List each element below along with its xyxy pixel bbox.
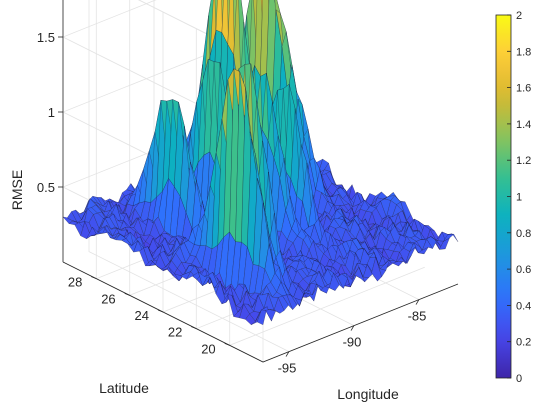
colorbar-tick-label-4: 0.8 — [516, 228, 531, 240]
front-axis-lines — [62, 261, 459, 363]
x-tick-mark-1 — [350, 325, 355, 331]
colorbar-tick-label-1: 0.2 — [516, 337, 531, 349]
colorbar-tick-label-10: 2 — [516, 10, 522, 22]
x-tick-mark-0 — [285, 351, 290, 357]
x-tick-label-2: -85 — [408, 309, 427, 324]
surface-mesh — [62, 0, 459, 326]
colorbar-tick-label-6: 1.2 — [516, 155, 531, 167]
colorbar-tick-label-5: 1 — [516, 192, 522, 204]
z-axis-label: RMSE — [9, 170, 25, 210]
z-tick-label-2: 1.5 — [37, 30, 55, 45]
axis-ticks: 0.511.522022242628-95-90-85 — [37, 0, 459, 376]
x-tick-label-1: -90 — [343, 335, 362, 350]
z-tick-label-1: 1 — [48, 105, 55, 120]
colorbar: 0 0.2 0.4 0.6 0.8 1 1.2 1.4 1.6 1.8 2 — [495, 10, 531, 385]
y-tick-label-1: 22 — [168, 325, 182, 340]
z-tick-label-0: 0.5 — [37, 180, 55, 195]
y-tick-label-0: 20 — [201, 341, 215, 356]
colorbar-tick-label-2: 0.4 — [516, 300, 531, 312]
y-tick-label-3: 26 — [101, 291, 115, 306]
y-tick-label-4: 28 — [68, 275, 82, 290]
y-tick-label-2: 24 — [135, 308, 149, 323]
x-tick-mark-2 — [415, 299, 420, 305]
surface-cell — [265, 309, 276, 322]
colorbar-tick-label-0: 0 — [516, 373, 522, 385]
colorbar-tick-label-8: 1.6 — [516, 83, 531, 95]
surface-cell — [447, 233, 459, 242]
colorbar-tick-label-7: 1.4 — [516, 119, 531, 131]
surface-cell — [215, 0, 224, 33]
x-tick-label-0: -95 — [278, 361, 297, 376]
y-axis-label: Latitude — [99, 380, 149, 396]
colorbar-tick-label-9: 1.8 — [516, 46, 531, 58]
x-axis-label: Longitude — [337, 386, 399, 402]
z-grid-line-3 — [138, 0, 264, 63]
colorbar-tick-label-3: 0.6 — [516, 264, 531, 276]
